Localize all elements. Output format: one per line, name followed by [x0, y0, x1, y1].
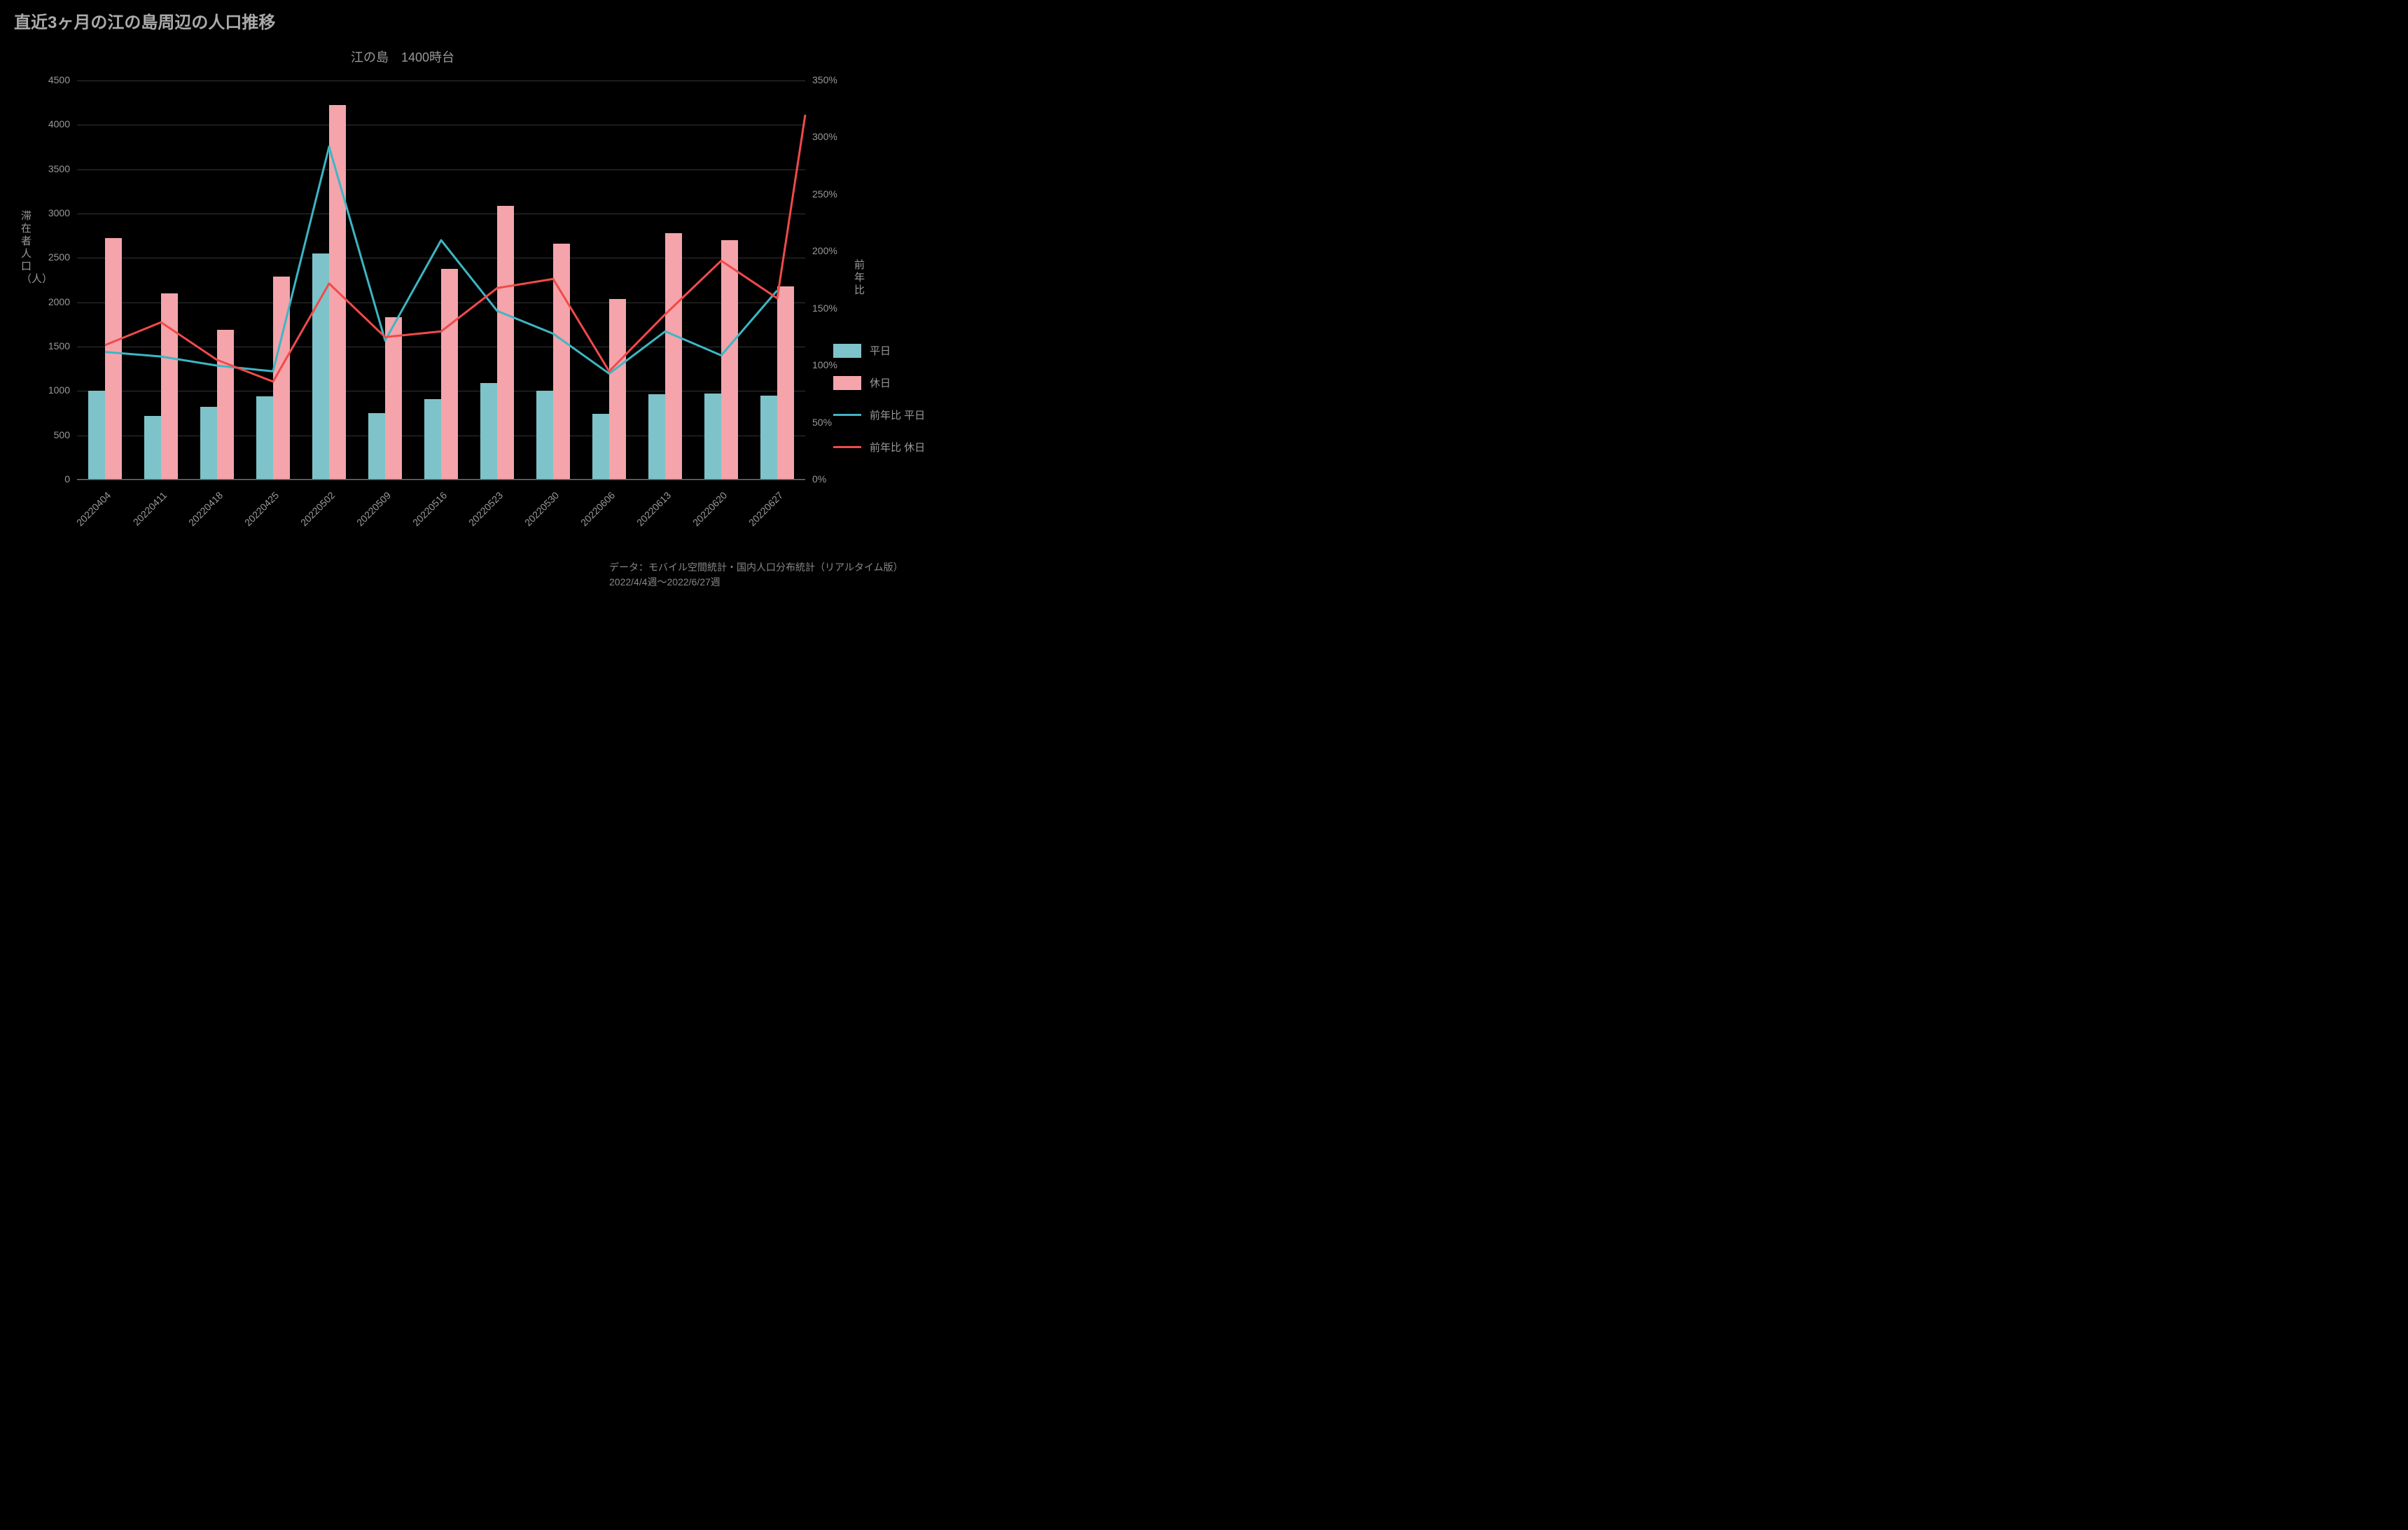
x-tick-label: 20220613: [615, 489, 673, 547]
y-right-tick-label: 150%: [812, 302, 854, 314]
y-left-tick-label: 1500: [28, 340, 70, 352]
y-right-tick-label: 250%: [812, 188, 854, 200]
y-left-tick-label: 3000: [28, 207, 70, 218]
x-tick-label: 20220502: [279, 489, 337, 547]
x-tick-label: 20220530: [503, 489, 561, 547]
x-tick-label: 20220620: [671, 489, 729, 547]
y-left-tick-label: 4000: [28, 118, 70, 130]
y-left-tick-label: 2500: [28, 251, 70, 263]
line-holiday-yoy: [105, 115, 805, 382]
legend-swatch-line: [833, 414, 861, 416]
plot-area: 050010001500200025003000350040004500 0%5…: [77, 81, 805, 480]
x-tick-label: 20220411: [111, 489, 169, 547]
x-axis-baseline: [77, 479, 805, 480]
x-tick-label: 20220404: [55, 489, 113, 547]
legend-label: 平日: [870, 343, 891, 358]
legend-label: 休日: [870, 375, 891, 390]
legend-item: 前年比 休日: [833, 440, 925, 454]
x-tick-label: 20220523: [447, 489, 505, 547]
chart-container: 直近3ヶ月の江の島周辺の人口推移 江の島 1400時台 滞在者人口（人） 前年比…: [0, 0, 1008, 630]
legend-label: 前年比 平日: [870, 408, 925, 422]
legend-item: 平日: [833, 343, 925, 358]
x-tick-label: 20220606: [559, 489, 617, 547]
x-tick-label: 20220627: [728, 489, 785, 547]
footer-line-1: データ：モバイル空間統計・国内人口分布統計（リアルタイム版）: [609, 560, 903, 575]
y-left-tick-label: 500: [28, 429, 70, 440]
lines-layer: [77, 81, 805, 480]
y-right-tick-label: 350%: [812, 74, 854, 85]
legend-item: 休日: [833, 375, 925, 390]
legend-swatch-line: [833, 446, 861, 448]
y-left-tick-label: 0: [28, 473, 70, 485]
y-left-tick-label: 1000: [28, 384, 70, 396]
y-axis-right-title: 前年比: [854, 259, 865, 297]
legend-label: 前年比 休日: [870, 440, 925, 454]
chart-title: 江の島 1400時台: [0, 48, 805, 66]
x-tick-label: 20220425: [223, 489, 281, 547]
page-title: 直近3ヶ月の江の島周辺の人口推移: [14, 8, 275, 33]
data-source-footer: データ：モバイル空間統計・国内人口分布統計（リアルタイム版） 2022/4/4週…: [609, 560, 903, 590]
x-tick-label: 20220516: [391, 489, 449, 547]
y-right-tick-label: 300%: [812, 131, 854, 142]
x-tick-label: 20220509: [335, 489, 393, 547]
legend-swatch-bar: [833, 344, 861, 358]
legend: 平日休日前年比 平日前年比 休日: [833, 343, 925, 472]
y-left-tick-label: 3500: [28, 163, 70, 174]
y-left-tick-label: 4500: [28, 74, 70, 85]
x-tick-label: 20220418: [167, 489, 225, 547]
legend-swatch-bar: [833, 376, 861, 390]
footer-line-2: 2022/4/4週〜2022/6/27週: [609, 575, 903, 590]
y-left-tick-label: 2000: [28, 296, 70, 307]
y-right-tick-label: 200%: [812, 245, 854, 256]
legend-item: 前年比 平日: [833, 408, 925, 422]
line-weekday-yoy: [105, 146, 777, 373]
y-axis-left-title: 滞在者人口（人）: [21, 210, 32, 286]
y-right-tick-label: 0%: [812, 473, 854, 485]
